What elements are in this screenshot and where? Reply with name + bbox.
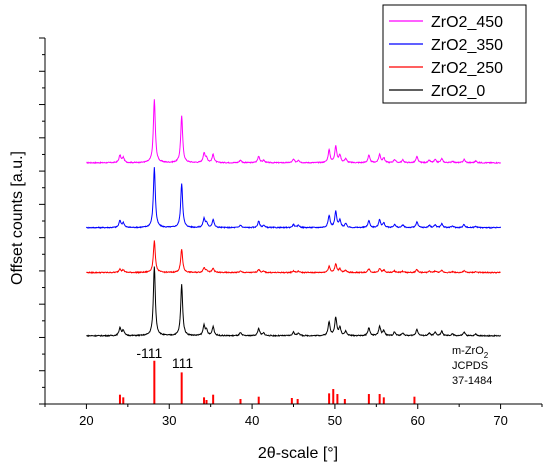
series-line-zro2-0 xyxy=(86,266,501,338)
phase-subscript: 2 xyxy=(484,351,489,360)
legend-label: ZrO2_0 xyxy=(431,83,485,100)
peak-label: -111 xyxy=(136,345,162,361)
y-axis-label: Offset counts [a.u.] xyxy=(9,151,26,285)
phase-main: m-ZrO xyxy=(452,345,484,357)
legend: ZrO2_450 ZrO2_350 ZrO2_250 ZrO2_0 xyxy=(382,4,527,104)
legend-label: ZrO2_350 xyxy=(431,37,503,54)
series-line-zro2-350 xyxy=(85,167,502,230)
x-tick-label: 60 xyxy=(411,413,425,428)
series-traces xyxy=(85,99,502,338)
legend-label: ZrO2_250 xyxy=(431,60,503,77)
x-tick-label: 40 xyxy=(245,413,259,428)
x-tick-label: 50 xyxy=(328,413,342,428)
x-tick-label: 20 xyxy=(79,413,93,428)
x-axis-label: 2θ-scale [°] xyxy=(258,445,338,462)
axes: 20 30 40 50 60 70 xyxy=(39,37,543,428)
reference-bars xyxy=(118,360,416,404)
x-tick-label: 30 xyxy=(162,413,176,428)
x-tick-label: 70 xyxy=(493,413,507,428)
series-line-zro2-450 xyxy=(86,99,501,165)
peak-label: 111 xyxy=(172,355,193,371)
reference-text-line: 37-1484 xyxy=(452,375,492,387)
series-line-zro2-250 xyxy=(86,240,501,275)
reference-phase-label: m-ZrO2 xyxy=(452,345,489,360)
legend-label: ZrO2_450 xyxy=(431,14,503,31)
reference-text-line: JCPDS xyxy=(452,360,488,372)
